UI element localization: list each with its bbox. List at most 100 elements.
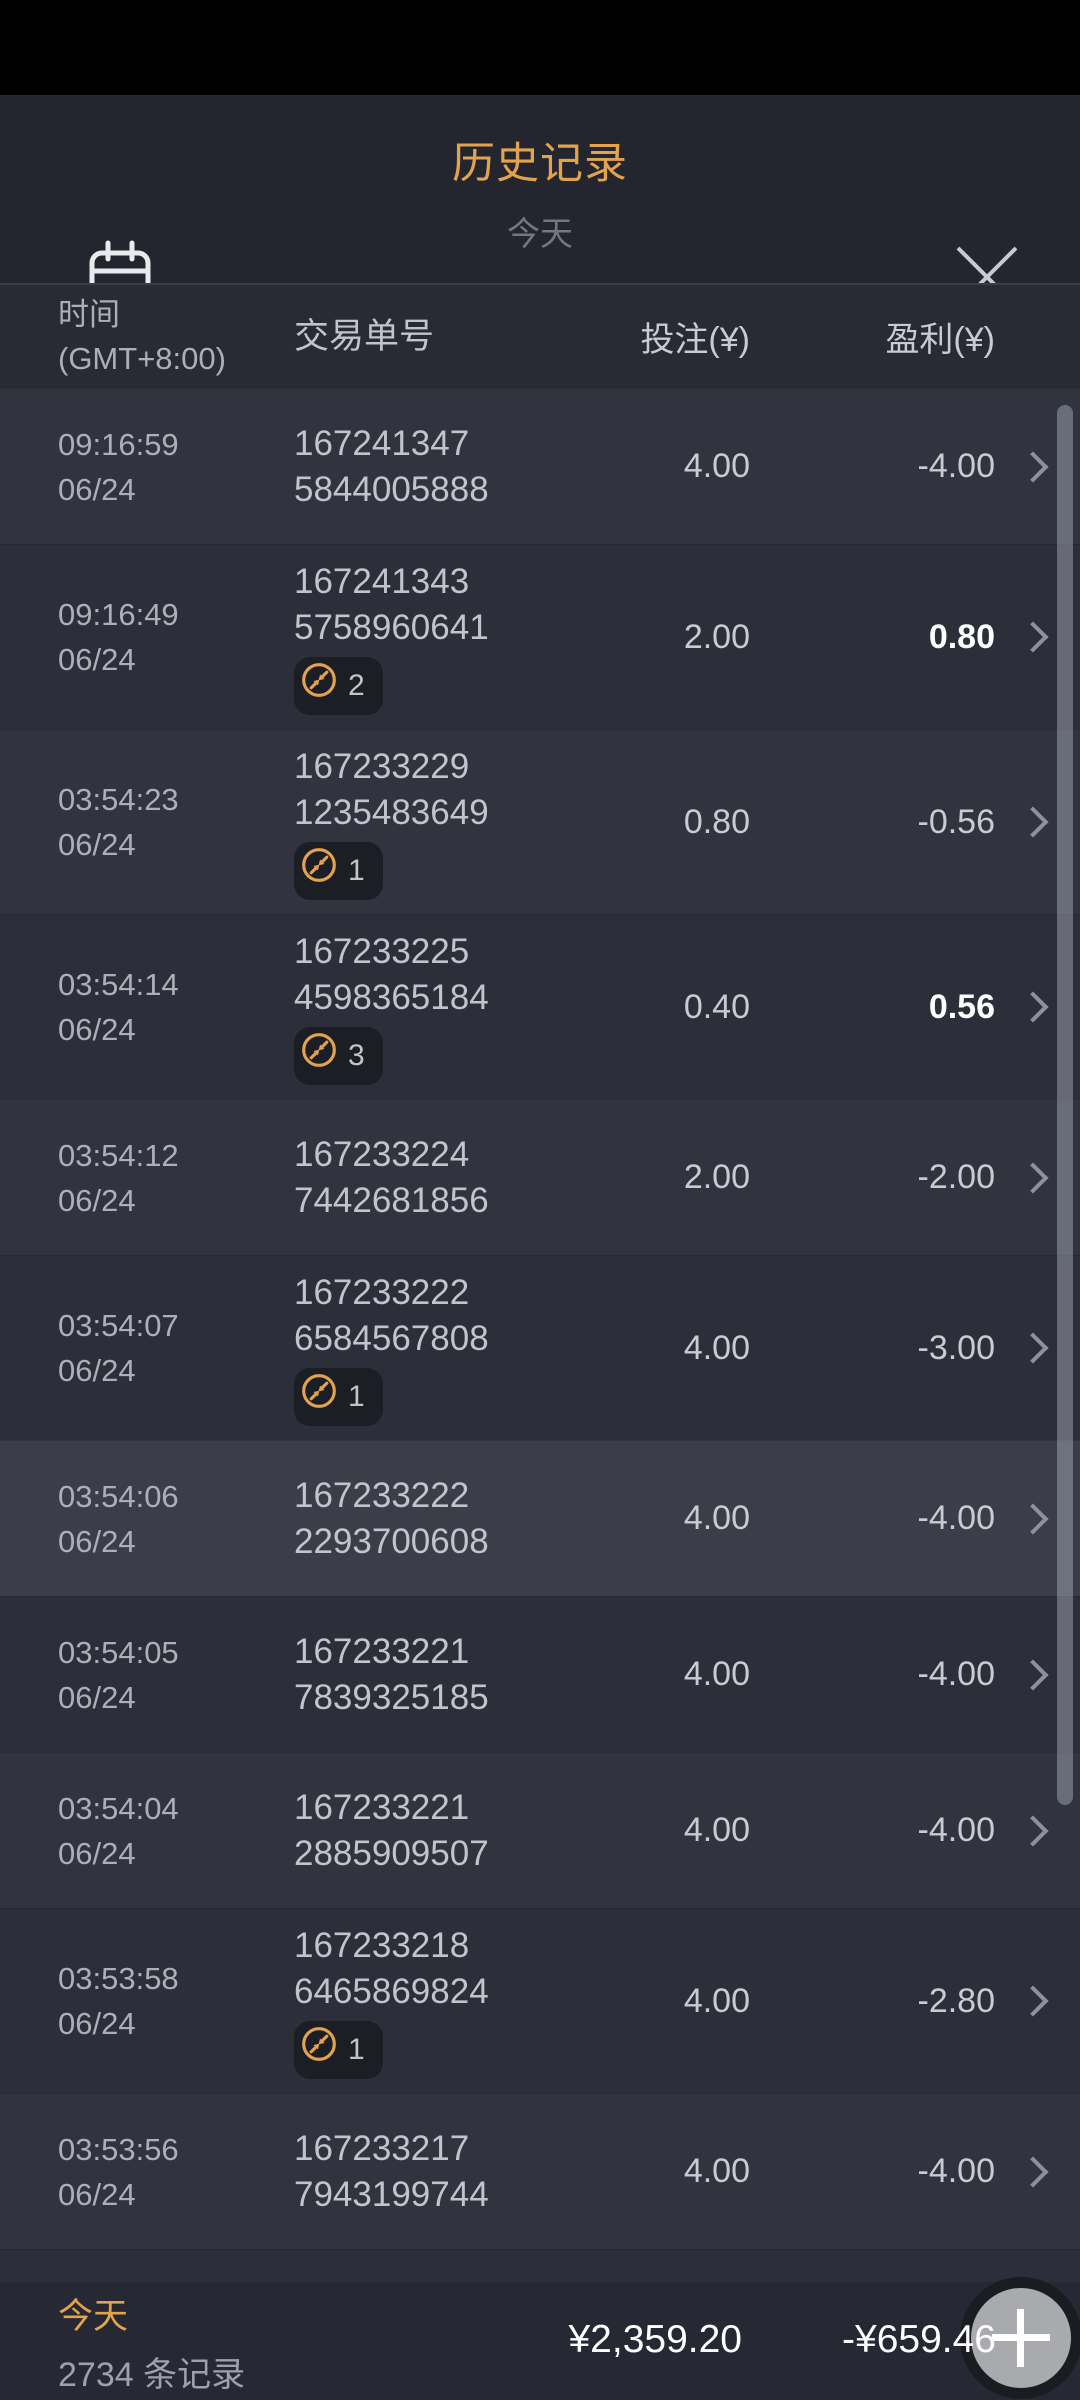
history-row[interactable]: 09:16:49 06/24 167241343 5758960641 xyxy=(0,544,1080,729)
round-trip-badge: 2 xyxy=(294,657,383,715)
row-profit: -4.00 xyxy=(917,1499,996,1537)
chevron-right-icon xyxy=(1016,1332,1049,1364)
badge-count: 1 xyxy=(348,2033,365,2066)
row-profit: 0.80 xyxy=(928,617,995,656)
row-bet: 4.00 xyxy=(683,1811,750,1849)
row-order-id: 5758960641 xyxy=(294,608,489,647)
col-header-bet: 投注(¥) xyxy=(640,321,750,359)
row-profit: -4.00 xyxy=(917,2152,996,2190)
row-order-id: 1235483649 xyxy=(294,793,489,832)
badge-count: 2 xyxy=(348,669,365,702)
history-row[interactable]: 03:54:04 06/24 167233221 2885909507 4.00… xyxy=(0,1752,1080,1908)
row-order-id: 4598365184 xyxy=(294,978,489,1017)
row-order-id: 5844005888 xyxy=(294,469,489,509)
row-bet: 2.00 xyxy=(683,617,750,656)
row-bet: 0.40 xyxy=(683,987,750,1026)
page-title: 历史记录 xyxy=(452,140,628,188)
row-order-id: 6465869824 xyxy=(294,1972,489,2011)
row-profit: -4.00 xyxy=(917,1811,996,1849)
badge-count: 1 xyxy=(348,1380,365,1413)
history-row[interactable]: 03:54:12 06/24 167233224 7442681856 2.00… xyxy=(0,1099,1080,1255)
row-order-id: 167241347 xyxy=(294,423,470,463)
row-date: 06/24 xyxy=(58,827,136,862)
chevron-right-icon xyxy=(1016,1814,1049,1847)
row-order-id: 167233229 xyxy=(294,747,470,786)
row-time: 09:16:59 xyxy=(58,426,179,462)
header-subtitle: 今天 xyxy=(507,215,573,252)
round-trip-badge: 1 xyxy=(294,2021,383,2079)
footer-records-count: 2734 条记录 xyxy=(58,2356,246,2394)
footer-total-bet: ¥2,359.20 xyxy=(568,2318,742,2361)
row-time: 09:16:49 xyxy=(58,597,179,632)
chevron-right-icon xyxy=(1016,1161,1049,1194)
row-date: 06/24 xyxy=(58,1012,136,1047)
chevron-right-icon xyxy=(1016,806,1049,838)
row-bet: 4.00 xyxy=(683,1981,750,2020)
row-date: 06/24 xyxy=(58,2006,136,2041)
row-date: 06/24 xyxy=(58,1353,136,1388)
row-time: 03:53:56 xyxy=(58,2131,179,2167)
round-trip-badge: 3 xyxy=(294,1027,383,1085)
round-trip-arrows-icon xyxy=(300,661,338,711)
row-profit: -3.00 xyxy=(917,1328,996,1367)
row-order-id: 167233217 xyxy=(294,2128,470,2168)
chevron-right-icon xyxy=(1016,2155,1049,2188)
history-row[interactable]: 03:53:56 06/24 167233217 7943199744 4.00… xyxy=(0,2093,1080,2249)
status-bar xyxy=(0,0,1080,95)
row-profit: -2.00 xyxy=(917,1158,996,1196)
col-header-profit: 盈利(¥) xyxy=(885,321,995,359)
row-order-id: 6584567808 xyxy=(294,1319,489,1358)
history-row[interactable]: 09:16:59 06/24 167241347 5844005888 4.00… xyxy=(0,388,1080,544)
row-order-id: 167233222 xyxy=(294,1475,470,1515)
row-bet: 0.80 xyxy=(683,802,750,841)
row-profit: -4.00 xyxy=(917,1655,996,1693)
row-date: 06/24 xyxy=(58,1182,136,1218)
round-trip-arrows-icon xyxy=(300,2025,338,2075)
chevron-right-icon xyxy=(1016,1985,1049,2017)
history-row[interactable]: 03:54:07 06/24 167233222 6584567808 xyxy=(0,1255,1080,1440)
row-time: 03:53:58 xyxy=(58,1961,179,1996)
row-time: 03:54:05 xyxy=(58,1634,179,1670)
row-order-id: 167233225 xyxy=(294,932,470,971)
summary-footer: 今天 2734 条记录 ¥2,359.20 -¥659.46 xyxy=(0,2277,1080,2400)
row-date: 06/24 xyxy=(58,2176,136,2212)
row-date: 06/24 xyxy=(58,642,136,677)
row-bet: 4.00 xyxy=(683,1328,750,1367)
history-row[interactable]: 03:54:06 06/24 167233222 2293700608 4.00… xyxy=(0,1440,1080,1596)
row-order-id: 2293700608 xyxy=(294,1521,489,1561)
round-trip-badge: 1 xyxy=(294,842,383,900)
col-header-time: 时间 (GMT+8:00) xyxy=(58,296,226,376)
badge-count: 1 xyxy=(348,854,365,887)
row-profit: -2.80 xyxy=(917,1981,996,2020)
row-profit: -0.56 xyxy=(917,802,996,841)
round-trip-arrows-icon xyxy=(300,846,338,896)
row-order-id: 7943199744 xyxy=(294,2174,489,2214)
row-order-id: 167241343 xyxy=(294,562,470,601)
row-bet: 4.00 xyxy=(683,2152,750,2190)
badge-count: 3 xyxy=(348,1039,365,1072)
row-time: 03:54:04 xyxy=(58,1790,179,1826)
row-order-id: 167233218 xyxy=(294,1926,470,1965)
row-bet: 4.00 xyxy=(683,1499,750,1537)
row-date: 06/24 xyxy=(58,1835,136,1871)
history-row[interactable]: 03:54:14 06/24 167233225 4598365184 xyxy=(0,914,1080,1099)
history-row[interactable]: 03:54:05 06/24 167233221 7839325185 4.00… xyxy=(0,1596,1080,1752)
history-row[interactable]: 03:54:23 06/24 167233229 1235483649 xyxy=(0,729,1080,914)
row-order-id: 7839325185 xyxy=(294,1677,489,1717)
history-row[interactable]: 03:53:58 06/24 167233218 6465869824 xyxy=(0,1908,1080,2093)
row-profit: -4.00 xyxy=(917,447,996,485)
header: 历史记录 今天 xyxy=(0,95,1080,308)
row-time: 03:54:12 xyxy=(58,1137,179,1173)
round-trip-badge: 1 xyxy=(294,1368,383,1426)
row-date: 06/24 xyxy=(58,1523,136,1559)
row-date: 06/24 xyxy=(58,1679,136,1715)
round-trip-arrows-icon xyxy=(300,1031,338,1081)
row-bet: 4.00 xyxy=(683,447,750,485)
row-order-id: 167233224 xyxy=(294,1134,470,1174)
row-date: 06/24 xyxy=(58,471,136,507)
scrollbar-thumb[interactable] xyxy=(1057,405,1073,1805)
row-time: 03:54:07 xyxy=(58,1308,179,1343)
row-time: 03:54:06 xyxy=(58,1478,179,1514)
row-bet: 4.00 xyxy=(683,1655,750,1693)
